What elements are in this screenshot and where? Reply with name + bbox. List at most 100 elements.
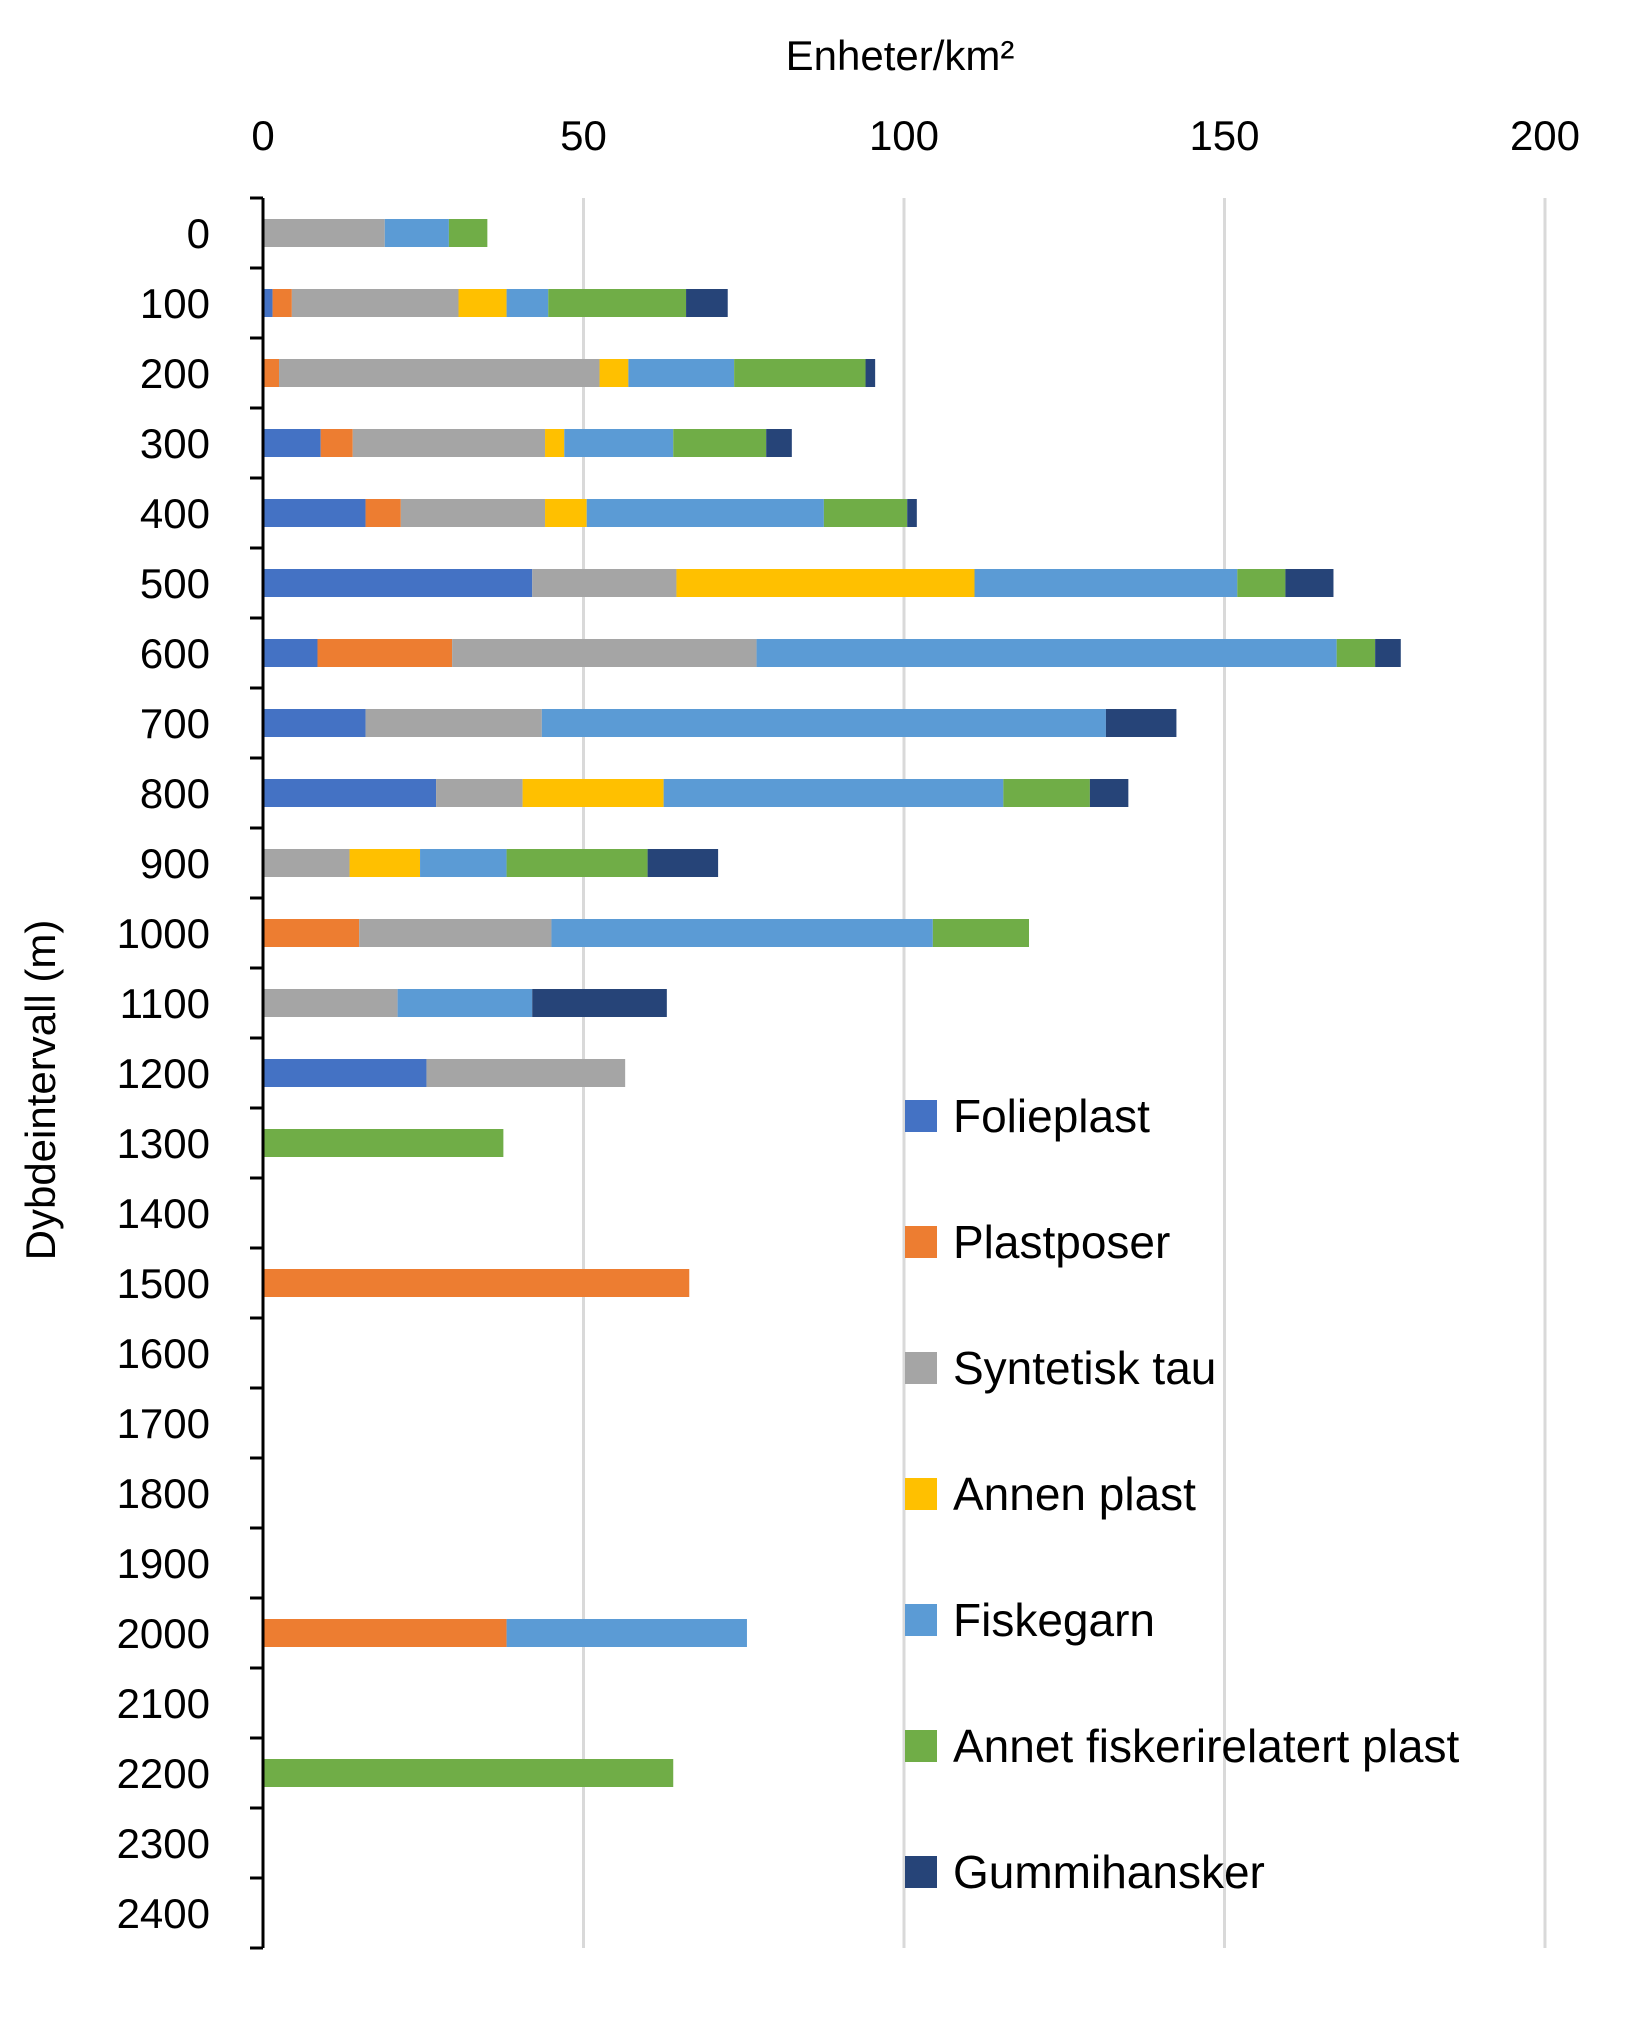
y-tick-label-900: 900 xyxy=(140,840,210,887)
bar-100-series-4 xyxy=(506,289,549,317)
legend-label-2: Syntetisk tau xyxy=(953,1342,1216,1394)
bar-900-series-3 xyxy=(349,849,421,877)
bar-300-series-5 xyxy=(673,429,767,457)
y-tick-label-100: 100 xyxy=(140,280,210,327)
x-tick-label-200: 200 xyxy=(1510,112,1580,159)
bar-900-series-4 xyxy=(420,849,507,877)
y-tick-label-800: 800 xyxy=(140,770,210,817)
bar-200-series-5 xyxy=(734,359,866,387)
legend-label-3: Annen plast xyxy=(953,1468,1196,1520)
bar-200-series-2 xyxy=(279,359,600,387)
bar-400-series-3 xyxy=(545,499,587,527)
bar-100-series-5 xyxy=(548,289,687,317)
bar-1100-series-6 xyxy=(532,989,667,1017)
bar-600-series-2 xyxy=(452,639,757,667)
bar-400-series-2 xyxy=(400,499,546,527)
bars xyxy=(263,219,1401,1787)
bar-100-series-6 xyxy=(686,289,728,317)
bar-400-series-4 xyxy=(586,499,824,527)
x-tick-label-0: 0 xyxy=(251,112,274,159)
axes xyxy=(250,196,265,1950)
bar-700-series-0 xyxy=(263,709,366,737)
bar-200-series-6 xyxy=(865,359,876,387)
bar-1100-series-4 xyxy=(397,989,533,1017)
bar-500-series-0 xyxy=(263,569,533,597)
bar-700-series-4 xyxy=(541,709,1106,737)
bar-100-series-3 xyxy=(458,289,507,317)
y-tick-label-1700: 1700 xyxy=(117,1400,210,1447)
y-tick-label-0: 0 xyxy=(187,210,210,257)
y-tick-label-1100: 1100 xyxy=(120,980,210,1027)
bar-2000-series-1 xyxy=(263,1619,507,1647)
y-tick-label-700: 700 xyxy=(140,700,210,747)
bar-300-series-4 xyxy=(564,429,674,457)
bar-800-series-0 xyxy=(263,779,437,807)
bar-700-series-6 xyxy=(1105,709,1177,737)
bar-500-series-3 xyxy=(676,569,975,597)
bar-100-series-2 xyxy=(291,289,459,317)
bar-600-series-1 xyxy=(317,639,453,667)
bar-300-series-6 xyxy=(766,429,792,457)
axis-labels: 0 50 100 150 2000100200300400500600700800900… xyxy=(117,112,1580,1937)
bar-600-series-5 xyxy=(1336,639,1376,667)
y-tick-label-1800: 1800 xyxy=(117,1470,210,1517)
bar-600-series-4 xyxy=(756,639,1337,667)
y-tick-label-1000: 1000 xyxy=(117,910,210,957)
bar-300-series-1 xyxy=(320,429,353,457)
bar-1000-series-2 xyxy=(359,919,552,947)
y-tick-label-2300: 2300 xyxy=(117,1820,210,1867)
bar-300-series-0 xyxy=(263,429,321,457)
bar-500-series-6 xyxy=(1285,569,1334,597)
y-tick-label-1900: 1900 xyxy=(117,1540,210,1587)
bar-800-series-6 xyxy=(1089,779,1129,807)
legend-label-5: Annet fiskerirelatert plast xyxy=(953,1720,1459,1772)
bar-300-series-3 xyxy=(545,429,565,457)
bar-500-series-4 xyxy=(974,569,1238,597)
bar-800-series-3 xyxy=(522,779,664,807)
bar-100-series-0 xyxy=(263,289,273,317)
bar-800-series-2 xyxy=(436,779,523,807)
bar-1100-series-2 xyxy=(263,989,398,1017)
bar-0-series-5 xyxy=(448,219,488,247)
legend-swatch-5 xyxy=(905,1730,937,1762)
bar-800-series-4 xyxy=(663,779,1004,807)
bar-300-series-2 xyxy=(352,429,546,457)
y-tick-label-1600: 1600 xyxy=(117,1330,210,1377)
bar-0-series-4 xyxy=(384,219,449,247)
bar-100-series-1 xyxy=(272,289,292,317)
bar-200-series-4 xyxy=(628,359,735,387)
bar-1200-series-0 xyxy=(263,1059,427,1087)
bar-600-series-0 xyxy=(263,639,318,667)
y-tick-label-2200: 2200 xyxy=(117,1750,210,1797)
y-tick-label-2100: 2100 xyxy=(117,1680,210,1727)
x-axis-title: Enheter/km² xyxy=(786,32,1015,79)
gridlines xyxy=(582,198,1547,1948)
bar-500-series-5 xyxy=(1237,569,1286,597)
y-axis-title: Dybdeintervall (m) xyxy=(17,920,64,1261)
y-tick-label-1400: 1400 xyxy=(117,1190,210,1237)
legend-swatch-6 xyxy=(905,1856,937,1888)
bar-600-series-6 xyxy=(1375,639,1401,667)
bar-200-series-1 xyxy=(263,359,280,387)
y-tick-label-300: 300 xyxy=(140,420,210,467)
legend-swatch-1 xyxy=(905,1226,937,1258)
legend-swatch-0 xyxy=(905,1100,937,1132)
y-tick-label-200: 200 xyxy=(140,350,210,397)
legend-label-4: Fiskegarn xyxy=(953,1594,1155,1646)
y-tick-label-2400: 2400 xyxy=(117,1890,210,1937)
bar-900-series-5 xyxy=(506,849,648,877)
y-tick-label-400: 400 xyxy=(140,490,210,537)
bar-1000-series-5 xyxy=(932,919,1029,947)
x-tick-label-150: 150 xyxy=(1189,112,1259,159)
bar-200-series-3 xyxy=(599,359,629,387)
x-tick-label-100: 100 xyxy=(869,112,939,159)
bar-400-series-1 xyxy=(365,499,401,527)
legend-label-6: Gummihansker xyxy=(953,1846,1265,1898)
x-tick-label-50: 50 xyxy=(560,112,607,159)
bar-1300-series-5 xyxy=(263,1129,504,1157)
legend-swatch-3 xyxy=(905,1478,937,1510)
bar-400-series-0 xyxy=(263,499,366,527)
legend-label-0: Folieplast xyxy=(953,1090,1150,1142)
legend-swatch-4 xyxy=(905,1604,937,1636)
y-tick-label-600: 600 xyxy=(140,630,210,677)
